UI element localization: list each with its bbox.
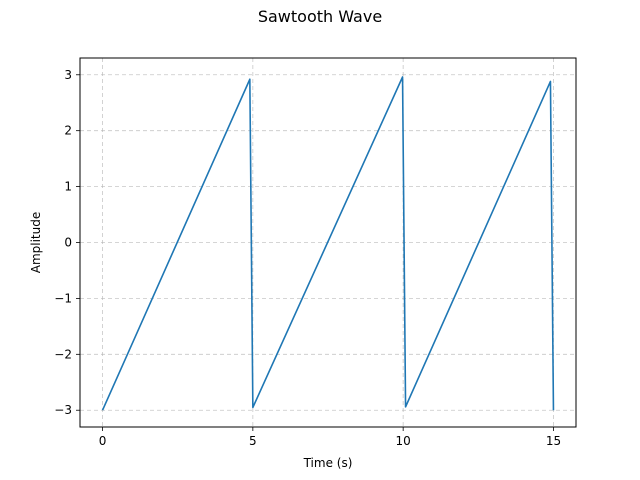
sawtooth-series-line [101,76,555,411]
y-axis-ticks: −3 −2 −1 0 1 2 3 [54,68,80,417]
grid [80,58,576,427]
x-axis-label: Time (s) [303,456,353,470]
x-tick-label: 15 [546,434,561,448]
y-tick-label: −1 [54,291,72,305]
y-axis-label: Amplitude [29,212,43,274]
x-tick-label: 5 [249,434,257,448]
y-tick-label: 0 [64,236,72,250]
y-tick-label: 2 [64,124,72,138]
y-tick-label: 1 [64,180,72,194]
series-layer [101,76,555,411]
y-tick-label: −3 [54,403,72,417]
chart-title: Sawtooth Wave [258,7,382,26]
y-tick-label: 3 [64,68,72,82]
y-tick-label: −2 [54,347,72,361]
x-tick-label: 0 [99,434,107,448]
x-axis-ticks: 0 5 10 15 [99,427,561,448]
x-tick-label: 10 [396,434,411,448]
